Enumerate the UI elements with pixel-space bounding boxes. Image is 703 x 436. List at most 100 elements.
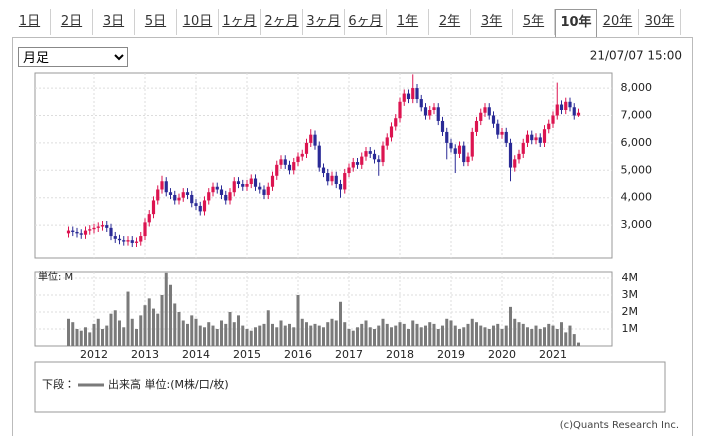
y-tick-label: 2M bbox=[622, 305, 639, 318]
volume-bar bbox=[224, 323, 228, 346]
volume-bar bbox=[283, 325, 287, 346]
volume-bar bbox=[317, 325, 321, 346]
volume-bar bbox=[441, 325, 444, 346]
volume-bar bbox=[326, 322, 330, 346]
candle-body bbox=[122, 240, 126, 242]
volume-bar bbox=[538, 328, 542, 346]
period-tab[interactable]: 2ヶ月 bbox=[261, 9, 303, 35]
volume-bar bbox=[530, 328, 534, 346]
candle-body bbox=[547, 123, 551, 130]
candle-body bbox=[351, 162, 355, 168]
volume-bar bbox=[543, 327, 546, 346]
legend-label: 出来高 単位:(M株/口/枚) bbox=[108, 377, 229, 391]
volume-bar bbox=[564, 332, 568, 346]
candle-body bbox=[147, 214, 151, 223]
candle-body bbox=[398, 101, 402, 119]
candle-body bbox=[109, 227, 113, 237]
period-tab[interactable]: 5日 bbox=[135, 9, 177, 35]
y-tick-label: 7,000 bbox=[621, 108, 653, 121]
period-tab[interactable]: 5年 bbox=[513, 9, 555, 35]
candle-body bbox=[449, 142, 453, 149]
candle-body bbox=[445, 131, 449, 143]
volume-bar bbox=[203, 327, 206, 346]
y-tick-label: 3M bbox=[622, 288, 639, 301]
volume-bar bbox=[500, 328, 504, 346]
volume-bar bbox=[496, 323, 500, 346]
period-tab[interactable]: 3ヶ月 bbox=[303, 9, 345, 35]
x-tick-label: 2020 bbox=[488, 348, 516, 361]
volume-bar bbox=[424, 325, 427, 346]
candle-body bbox=[551, 115, 555, 124]
volume-bar bbox=[351, 330, 355, 346]
y-tick-label: 4,000 bbox=[621, 191, 653, 204]
period-tab[interactable]: 30年 bbox=[639, 9, 681, 35]
period-tab[interactable]: 10年 bbox=[555, 9, 597, 38]
candle-body bbox=[198, 205, 202, 212]
volume-bar bbox=[470, 318, 474, 346]
candle-body bbox=[313, 134, 317, 146]
period-tab[interactable]: 20年 bbox=[597, 9, 639, 35]
volume-bar bbox=[292, 327, 296, 346]
x-tick-label: 2015 bbox=[233, 348, 261, 361]
volume-bar bbox=[513, 318, 517, 346]
volume-bar bbox=[436, 328, 440, 346]
candle-body bbox=[262, 189, 266, 195]
period-tab[interactable]: 3年 bbox=[471, 9, 513, 35]
volume-bar bbox=[394, 325, 398, 346]
period-tab[interactable]: 10日 bbox=[177, 9, 219, 35]
volume-bar bbox=[419, 327, 423, 346]
volume-bar bbox=[487, 328, 491, 346]
y-tick-label: 8,000 bbox=[621, 81, 653, 94]
y-tick-label: 4M bbox=[622, 271, 639, 284]
volume-bar bbox=[173, 303, 177, 346]
candle-body bbox=[538, 137, 542, 143]
volume-bar bbox=[428, 322, 432, 346]
candle-body bbox=[360, 156, 364, 165]
candle-body bbox=[330, 175, 334, 182]
period-select[interactable]: 月足 bbox=[18, 47, 128, 67]
volume-bar bbox=[241, 325, 245, 346]
candle-body bbox=[126, 240, 130, 242]
volume-unit-label: 単位: M bbox=[38, 270, 73, 283]
period-tab[interactable]: 1日 bbox=[9, 9, 51, 35]
candle-body bbox=[117, 238, 122, 241]
candle-body bbox=[177, 197, 181, 201]
volume-bar bbox=[190, 315, 194, 346]
candle-body bbox=[113, 236, 117, 239]
volume-bar bbox=[135, 328, 138, 346]
volume-bar bbox=[449, 320, 453, 346]
period-tab[interactable]: 2日 bbox=[51, 9, 93, 35]
candle-body bbox=[300, 153, 304, 157]
candle-body bbox=[173, 194, 177, 201]
period-tab[interactable]: 3日 bbox=[93, 9, 135, 35]
volume-bar bbox=[360, 323, 364, 346]
period-tab[interactable]: 6ヶ月 bbox=[345, 9, 387, 35]
candle-body bbox=[139, 236, 143, 242]
candle-body bbox=[249, 178, 253, 184]
candle-body bbox=[270, 175, 275, 187]
volume-bar bbox=[462, 327, 466, 346]
candle-body bbox=[100, 225, 105, 227]
y-tick-label: 1M bbox=[622, 322, 639, 335]
candle-body bbox=[75, 231, 79, 234]
candle-body bbox=[368, 151, 372, 154]
candle-body bbox=[219, 189, 224, 195]
candle-body bbox=[479, 112, 483, 121]
volume-bar bbox=[198, 325, 202, 346]
period-tab[interactable]: 2年 bbox=[429, 9, 471, 35]
volume-bar bbox=[368, 327, 372, 346]
candle-body bbox=[232, 181, 236, 193]
candle-body bbox=[266, 186, 270, 195]
volume-bar bbox=[517, 322, 521, 346]
volume-bar bbox=[390, 327, 393, 346]
x-tick-label: 2013 bbox=[131, 348, 159, 361]
period-tab[interactable]: 1ヶ月 bbox=[219, 9, 261, 35]
volume-bar bbox=[92, 323, 96, 346]
volume-bar bbox=[568, 325, 572, 346]
period-tab[interactable]: 1年 bbox=[387, 9, 429, 35]
volume-bar bbox=[334, 320, 338, 346]
volume-bar bbox=[279, 320, 283, 346]
volume-bar bbox=[186, 323, 189, 346]
volume-bar bbox=[347, 328, 351, 346]
candle-body bbox=[317, 145, 321, 168]
